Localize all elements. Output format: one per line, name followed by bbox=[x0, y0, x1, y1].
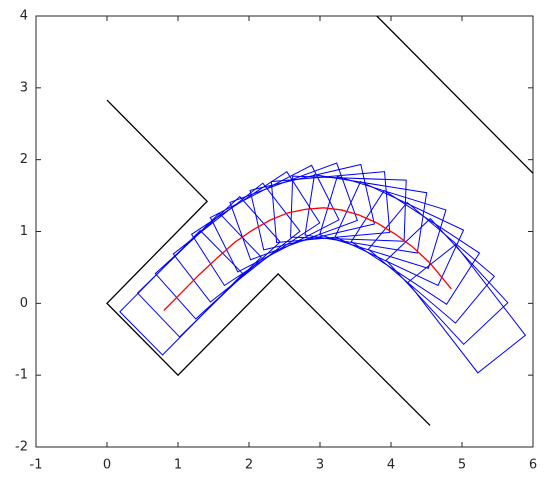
y-tick-label: -2 bbox=[15, 440, 28, 455]
x-tick-label: 3 bbox=[316, 458, 324, 473]
plot-frame bbox=[35, 15, 534, 448]
y-tick-label: 0 bbox=[20, 296, 28, 311]
y-tick-label: 4 bbox=[20, 9, 28, 24]
x-tick-label: 1 bbox=[174, 458, 182, 473]
x-tick-label: 6 bbox=[529, 458, 537, 473]
y-tick-label: -1 bbox=[15, 368, 28, 383]
robot-footprint bbox=[319, 175, 447, 269]
robot-footprint bbox=[270, 171, 391, 244]
robot-footprint bbox=[290, 175, 407, 242]
robot-path bbox=[163, 207, 452, 311]
robot-footprint bbox=[209, 164, 340, 273]
wall bbox=[376, 16, 533, 174]
plot-area bbox=[106, 16, 533, 426]
robot-footprint bbox=[304, 174, 428, 254]
robot-footprint bbox=[334, 180, 465, 287]
x-tick-label: 5 bbox=[458, 458, 466, 473]
x-tick-label: 0 bbox=[103, 458, 111, 473]
x-tick-label: 2 bbox=[245, 458, 253, 473]
x-tick-label: -1 bbox=[30, 458, 43, 473]
x-tick-label: 4 bbox=[387, 458, 395, 473]
robot-footprint bbox=[385, 217, 509, 346]
robot-footprint bbox=[407, 243, 527, 374]
robot-footprint bbox=[367, 201, 495, 324]
robot-footprint bbox=[350, 189, 481, 305]
y-tick-label: 3 bbox=[20, 80, 28, 95]
y-tick-label: 2 bbox=[20, 152, 28, 167]
robot-footprint bbox=[229, 162, 358, 261]
wall bbox=[106, 99, 431, 426]
y-tick-label: 1 bbox=[20, 224, 28, 239]
